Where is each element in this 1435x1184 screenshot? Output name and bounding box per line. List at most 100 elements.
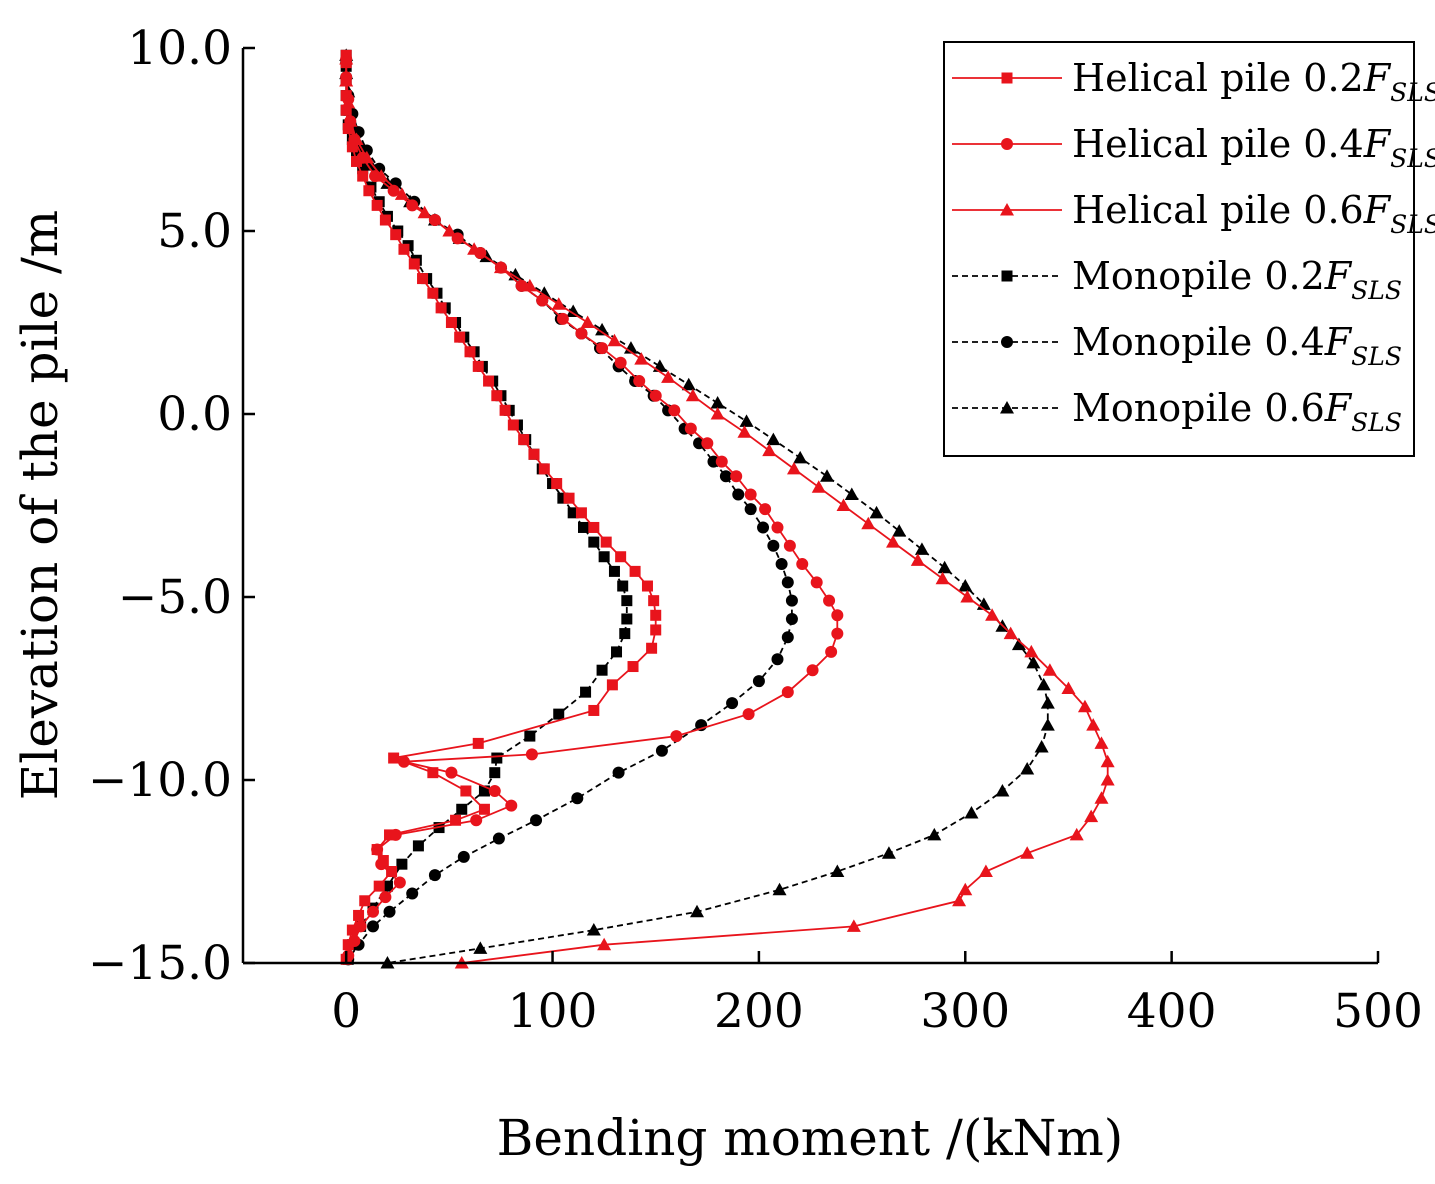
axes	[241, 48, 1378, 965]
y-tick-label: −15.0	[88, 936, 232, 991]
data-point	[464, 346, 476, 358]
data-point	[580, 315, 595, 328]
data-point	[367, 905, 380, 918]
data-point	[342, 123, 354, 135]
series-line	[345, 62, 793, 960]
data-point	[351, 155, 362, 167]
data-point	[861, 516, 876, 530]
data-point	[806, 664, 819, 677]
data-point	[379, 891, 392, 904]
data-point	[460, 785, 472, 797]
data-point	[339, 73, 354, 87]
data-point	[935, 571, 950, 585]
data-point	[394, 187, 409, 200]
y-axis-title: Elevation of the pile /m	[11, 210, 69, 800]
data-point	[493, 260, 508, 274]
data-point	[823, 594, 836, 607]
data-point	[615, 551, 627, 563]
data-point	[386, 866, 398, 877]
data-point	[525, 748, 538, 761]
data-point	[846, 919, 861, 932]
series-layer	[339, 48, 1115, 969]
data-point	[650, 609, 662, 621]
data-point	[1042, 663, 1057, 676]
data-point	[393, 876, 406, 889]
data-point	[744, 503, 757, 516]
data-point	[978, 864, 993, 877]
data-point	[472, 737, 484, 749]
data-point	[633, 375, 646, 388]
data-point	[1040, 718, 1055, 731]
data-point	[530, 814, 543, 827]
data-point	[557, 492, 569, 504]
x-tick-label: 100	[508, 984, 598, 1039]
data-point	[406, 199, 419, 212]
data-point	[1084, 809, 1099, 823]
data-point	[1100, 754, 1115, 768]
data-point	[952, 893, 967, 907]
data-point	[701, 437, 714, 450]
data-point	[767, 539, 780, 552]
data-point	[614, 356, 627, 369]
x-tick-label: 500	[1333, 984, 1423, 1039]
data-point	[507, 419, 519, 431]
data-point	[371, 199, 383, 211]
data-point	[668, 404, 681, 417]
data-point	[598, 551, 610, 563]
data-point	[388, 752, 400, 764]
data-point	[353, 909, 365, 921]
legend-marker	[1000, 203, 1014, 216]
data-point	[478, 785, 490, 797]
data-point	[357, 170, 369, 182]
data-point	[937, 560, 952, 574]
data-point	[383, 905, 396, 918]
data-point	[629, 565, 641, 577]
data-point	[1036, 677, 1051, 691]
data-point	[396, 858, 408, 870]
data-point	[958, 579, 973, 592]
data-point	[600, 536, 612, 548]
data-point	[611, 646, 623, 658]
data-point	[781, 576, 794, 589]
data-point	[1003, 626, 1018, 640]
data-point	[621, 613, 633, 625]
data-point	[346, 141, 358, 153]
legend-label: Helical pile 0.6FSLS	[1072, 188, 1435, 239]
data-point	[707, 455, 720, 468]
data-point	[892, 524, 907, 537]
data-point	[772, 882, 787, 896]
data-point	[830, 864, 845, 877]
data-point	[1020, 762, 1035, 775]
data-point	[1100, 773, 1115, 786]
data-point	[379, 214, 391, 226]
data-point	[995, 783, 1010, 797]
y-tick-label: 10.0	[127, 21, 232, 76]
data-point	[343, 114, 358, 127]
data-point	[914, 542, 929, 555]
data-point	[340, 104, 352, 116]
data-point	[473, 941, 488, 954]
data-point	[538, 463, 550, 475]
data-point	[621, 595, 633, 607]
data-point	[661, 370, 676, 383]
series-helical-pile-0-6f	[339, 51, 1115, 969]
data-point	[595, 322, 610, 336]
data-point	[442, 224, 457, 237]
data-point	[341, 95, 356, 109]
legend-entry: Monopile 0.2FSLS	[952, 254, 1402, 305]
data-point	[881, 846, 896, 859]
data-point	[359, 150, 374, 164]
data-point	[499, 404, 511, 416]
data-point	[374, 169, 389, 182]
data-point	[1094, 791, 1109, 804]
data-point	[710, 396, 725, 409]
data-point	[771, 521, 784, 534]
data-point	[781, 631, 794, 644]
data-point	[339, 51, 354, 65]
data-point	[958, 882, 973, 896]
data-point	[406, 887, 419, 900]
data-point	[737, 425, 752, 438]
series-helical-pile-0-4f	[340, 52, 844, 962]
data-point	[783, 539, 796, 552]
